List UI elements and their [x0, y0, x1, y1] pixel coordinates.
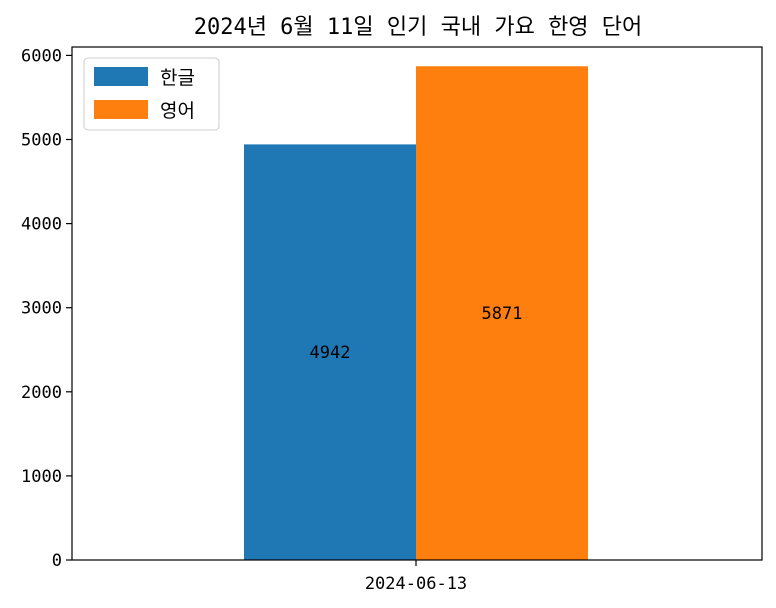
data-labels-group: 4942 5871: [310, 304, 523, 363]
x-tick-label: 2024-06-13: [365, 574, 467, 594]
y-tick-label: 1000: [21, 467, 62, 487]
y-axis: 0 1000 2000 3000 4000 5000 6000: [21, 46, 72, 571]
legend-swatch: [94, 100, 148, 119]
bar-2: [416, 66, 588, 561]
bar-1: [244, 144, 416, 560]
data-label: 5871: [482, 304, 523, 324]
y-tick-label: 0: [52, 551, 62, 571]
bars-group: [244, 66, 588, 561]
legend-label: 영어: [160, 100, 195, 122]
chart-title: 2024년 6월 11일 인기 국내 가요 한영 단어: [194, 15, 643, 40]
legend-label: 한글: [160, 67, 195, 89]
data-label: 4942: [310, 343, 351, 363]
y-tick-label: 2000: [21, 383, 62, 403]
plot-frame: [71, 46, 763, 561]
y-tick-label: 4000: [21, 215, 62, 235]
y-tick-label: 5000: [21, 131, 62, 151]
y-tick-label: 3000: [21, 299, 62, 319]
x-axis: 2024-06-13: [365, 560, 467, 594]
legend-swatch: [94, 67, 148, 86]
y-tick-label: 6000: [21, 46, 62, 66]
